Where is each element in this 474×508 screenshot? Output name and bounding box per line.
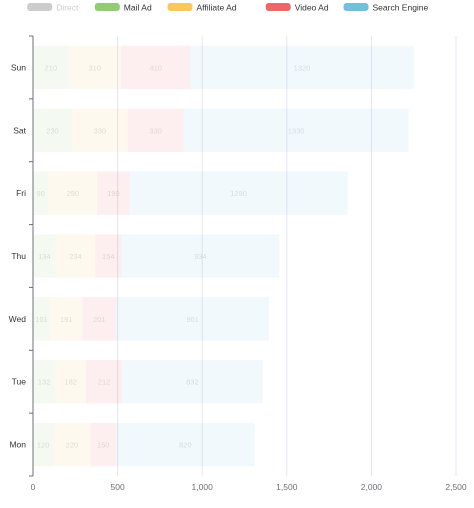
bar-segment: [55, 234, 96, 278]
y-category-label: Tue: [12, 377, 27, 387]
bar-value-label: 120: [37, 441, 50, 450]
legend-label: Search Engine: [373, 3, 429, 13]
bar-value-label: 330: [149, 126, 162, 135]
bar-value-label: 201: [93, 315, 106, 324]
legend-item[interactable]: Video Ad: [265, 3, 329, 13]
bar-segment: [68, 45, 121, 90]
bar-value-label: 410: [149, 63, 162, 72]
bar-segment: [183, 108, 409, 152]
bar-value-label: 220: [66, 441, 79, 450]
legend-item[interactable]: Direct: [27, 3, 79, 13]
x-tick-label: 2,500: [445, 482, 467, 492]
x-tick-label: 2,000: [361, 482, 383, 492]
bar-segment: [95, 234, 122, 278]
bar-value-label: 90: [36, 189, 44, 198]
legend-item[interactable]: Affiliate Ad: [167, 3, 237, 13]
bar-segment: [33, 297, 51, 341]
bar-value-label: 1330: [288, 126, 305, 135]
legend: Direct Mail Ad Affiliate Ad Video Ad Search …: [27, 3, 429, 13]
bar-segment: [82, 297, 117, 341]
legend-swatch: [167, 3, 193, 11]
bar-segment: [33, 171, 49, 215]
y-category-label: Sat: [13, 125, 26, 135]
bar-value-label: 820: [179, 441, 192, 450]
bar-segment: [86, 360, 122, 404]
bar-value-label: 1290: [230, 189, 247, 198]
legend-label: Video Ad: [295, 3, 329, 13]
bar-value-label: 150: [97, 441, 110, 450]
bar-value-label: 101: [35, 315, 48, 324]
x-tick-label: 1,500: [276, 482, 298, 492]
legend-item[interactable]: Mail Ad: [94, 3, 152, 13]
bar-segment: [53, 422, 91, 467]
bar-segment: [127, 108, 184, 152]
y-category-label: Sun: [11, 62, 26, 72]
bar-value-label: 832: [186, 378, 199, 387]
bar-value-label: 134: [38, 252, 51, 261]
bar-segment: [190, 45, 414, 90]
bar-value-label: 182: [64, 378, 77, 387]
legend-swatch: [343, 3, 369, 11]
legend-item[interactable]: Search Engine: [343, 3, 429, 13]
legend-label: Direct: [56, 3, 79, 13]
bar-segment: [71, 108, 128, 152]
bar-value-label: 330: [94, 126, 107, 135]
bar-value-label: 1320: [294, 63, 311, 72]
y-category-label: Thu: [11, 251, 26, 261]
legend-swatch: [265, 3, 291, 11]
y-category-label: Wed: [9, 314, 27, 324]
bar-segment: [33, 422, 54, 467]
bar-value-label: 234: [69, 252, 82, 261]
y-category-label: Mon: [9, 440, 26, 450]
axes: 0 500 1,000 1,500 2,000 2,500 Mon Tue Wed Thu Fri S…: [9, 35, 467, 492]
bar-segment: [33, 108, 72, 152]
bar-segment: [120, 45, 191, 90]
bar-value-label: 190: [107, 189, 120, 198]
bar-segment: [33, 360, 56, 404]
bar-segment: [48, 171, 98, 215]
legend-swatch: [94, 3, 120, 11]
bar-segment: [115, 422, 255, 467]
bar-segment: [116, 297, 269, 341]
x-tick-label: 0: [31, 482, 36, 492]
bar-segment: [121, 234, 280, 278]
bar-value-label: 212: [98, 378, 111, 387]
x-tick-label: 500: [111, 482, 125, 492]
bar-value-label: 132: [38, 378, 51, 387]
bar-segment: [50, 297, 83, 341]
grid-lines: [117, 36, 457, 476]
bar-segment: [55, 360, 87, 404]
bar-value-label: 901: [186, 315, 199, 324]
bar-segment: [90, 422, 116, 467]
legend-label: Mail Ad: [124, 3, 152, 13]
bar-value-label: 154: [102, 252, 115, 261]
bar-value-label: 210: [45, 63, 58, 72]
y-category-label: Fri: [16, 188, 26, 198]
bar-segment: [129, 171, 348, 215]
bar-segment: [33, 234, 56, 278]
bar-segment: [33, 45, 69, 90]
bars: 120 220 150 820 132 182 212 832 101 191 201 901 134 2…: [33, 45, 414, 467]
bar-value-label: 230: [46, 126, 59, 135]
bar-value-label: 934: [194, 252, 207, 261]
legend-label: Affiliate Ad: [197, 3, 237, 13]
bar-value-label: 290: [67, 189, 80, 198]
bar-segment: [97, 171, 130, 215]
x-tick-label: 1,000: [192, 482, 214, 492]
bar-value-label: 310: [89, 63, 102, 72]
bar-value-label: 191: [60, 315, 73, 324]
legend-swatch: [27, 3, 53, 11]
bar-segment: [121, 360, 263, 404]
